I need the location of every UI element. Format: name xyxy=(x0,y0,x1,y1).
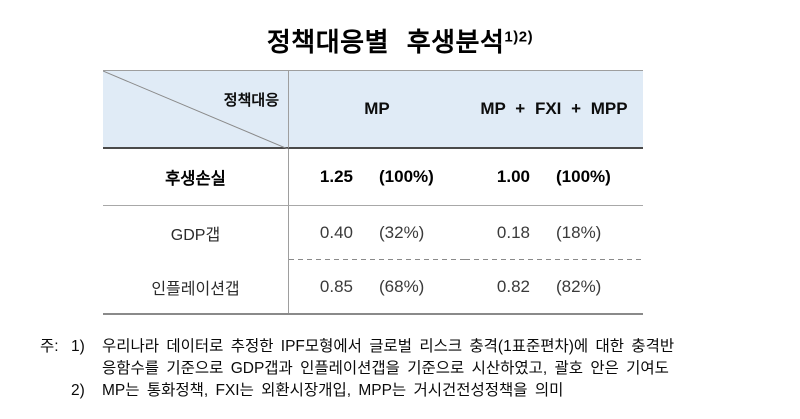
cell-inflation-gap-mp: 0.85 (68%) xyxy=(288,260,465,313)
column-header-mp-fxi-mpp: MP + FXI + MPP xyxy=(465,71,643,149)
footnote-prefix: 주: xyxy=(40,338,59,355)
corner-label: 정책대응 xyxy=(223,92,279,109)
footnote-2-marker: 2) xyxy=(71,382,85,399)
footnote-1-line-1: 우리나라 데이터로 추정한 IPF모형에서 글로벌 리스크 충격(1표준편차)에… xyxy=(102,338,675,355)
column-header-mp: MP xyxy=(288,71,465,149)
footnote-2-line-1: MP는 통화정책, FXI는 외환시장개입, MPP는 거시건전성정책을 의미 xyxy=(102,382,564,399)
footnote-1-line-2: 응함수를 기준으로 GDP갭과 인플레이션갭을 기준으로 시산하였고, 괄호 안… xyxy=(102,360,669,377)
footnote-1: 주: 1) 우리나라 데이터로 추정한 IPF모형에서 글로벌 리스크 충격(1… xyxy=(40,336,674,380)
cell-welfare-loss-mp-fxi-mpp: 1.00 (100%) xyxy=(465,149,643,206)
page-title-text: 정책대응별 후생분석 xyxy=(266,27,505,57)
row-label-gdp-gap: GDP갭 xyxy=(170,227,221,244)
table-corner-cell: 정책대응 xyxy=(103,71,288,149)
share: (100%) xyxy=(556,167,611,186)
footnote-2-body: MP는 통화정책, FXI는 외환시장개입, MPP는 거시건전성정책을 의미 xyxy=(102,380,563,402)
value: 1.25 xyxy=(319,167,353,186)
footnote-prefix-spacer xyxy=(40,380,71,402)
value: 1.00 xyxy=(496,167,530,186)
share: (100%) xyxy=(379,167,434,186)
row-label-inflation-gap: 인플레이션갭 xyxy=(151,280,240,298)
welfare-analysis-table: 정책대응 MP MP + FXI + MPP 후생손실 1.25 (100%) … xyxy=(103,70,643,315)
footnote-2: 2) MP는 통화정책, FXI는 외환시장개입, MPP는 거시건전성정책을 … xyxy=(40,380,674,402)
page-title: 정책대응별 후생분석1)2) xyxy=(0,22,800,59)
footnote-1-body: 우리나라 데이터로 추정한 IPF모형에서 글로벌 리스크 충격(1표준편차)에… xyxy=(102,336,674,380)
corner-diagonal-line xyxy=(103,71,288,149)
share: (32%) xyxy=(379,223,425,242)
share: (18%) xyxy=(556,223,602,242)
share: (82%) xyxy=(556,276,602,296)
footnote-1-marker: 1) xyxy=(71,338,85,355)
cell-welfare-loss-mp: 1.25 (100%) xyxy=(288,149,465,206)
value: 0.82 xyxy=(496,276,530,296)
cell-gdp-gap-mp-fxi-mpp: 0.18 (18%) xyxy=(465,206,643,260)
title-footnote-superscript: 1)2) xyxy=(504,28,534,46)
row-label-welfare-loss: 후생손실 xyxy=(103,149,288,206)
value: 0.40 xyxy=(319,223,353,242)
value: 0.18 xyxy=(496,223,530,242)
footnotes: 주: 1) 우리나라 데이터로 추정한 IPF모형에서 글로벌 리스크 충격(1… xyxy=(40,336,674,402)
share: (68%) xyxy=(379,276,425,296)
cell-gdp-gap-mp: 0.40 (32%) xyxy=(288,206,465,260)
cell-inflation-gap-mp-fxi-mpp: 0.82 (82%) xyxy=(465,260,643,313)
value: 0.85 xyxy=(319,276,353,296)
